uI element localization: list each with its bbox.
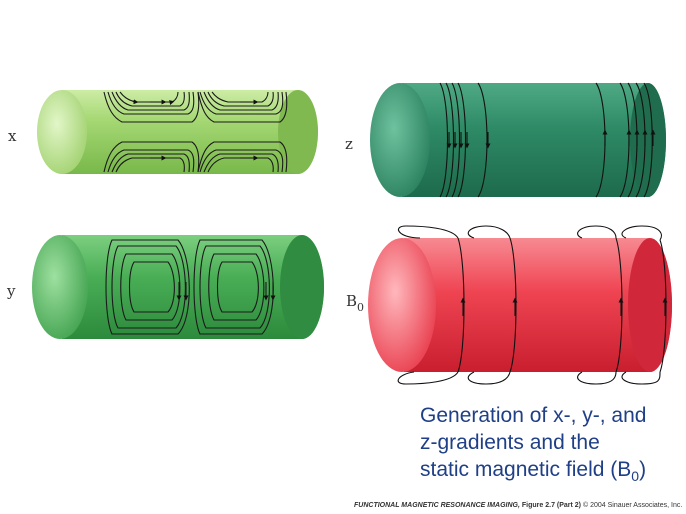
caption-line-3-sub: 0	[631, 468, 640, 484]
b0-coil-windings	[397, 225, 668, 385]
x-coil-windings	[103, 91, 288, 173]
caption-line-3: static magnetic field (B0)	[420, 456, 682, 485]
z-gradient-cylinder	[370, 82, 666, 198]
x-label: x	[8, 127, 17, 145]
b0-label: B0	[346, 292, 364, 314]
caption-line-1: Generation of x-, y-, and	[420, 404, 647, 427]
b0-field-cylinder	[368, 225, 672, 385]
z-label: z	[345, 135, 353, 153]
caption-line-3-suffix: )	[639, 458, 647, 481]
y-label: y	[6, 282, 16, 300]
credit-book-title: FUNCTIONAL MAGNETIC RESONANCE IMAGING,	[354, 502, 520, 509]
x-gradient-cylinder	[37, 90, 318, 174]
credit-figure-number: Figure 2.7 (Part 2)	[521, 502, 582, 509]
b0-label-sub: 0	[357, 301, 364, 314]
caption-line-2: z-gradients and the	[420, 431, 600, 454]
caption-line-3-prefix: static magnetic field (B	[420, 458, 632, 481]
z-coil-windings	[439, 82, 656, 198]
y-coil-windings	[105, 239, 276, 335]
credit-copyright: © 2004 Sinauer Associates, Inc.	[582, 502, 683, 509]
b0-label-main: B	[346, 292, 357, 310]
source-credit: FUNCTIONAL MAGNETIC RESONANCE IMAGING, F…	[354, 502, 682, 509]
figure-caption: Generation of x-, y-, and z-gradients an…	[420, 402, 682, 485]
y-gradient-cylinder	[32, 235, 324, 339]
